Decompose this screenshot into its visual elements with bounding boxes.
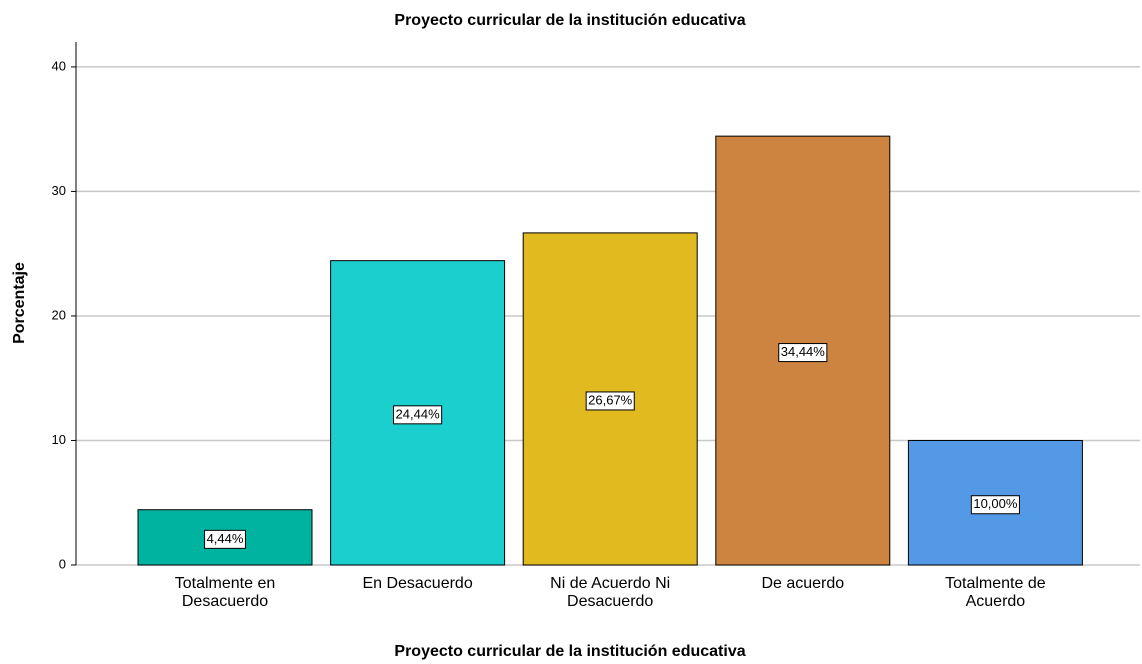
y-tick-label: 0 [59,556,66,571]
y-tick-label: 40 [52,58,66,73]
value-label-box [393,405,443,425]
value-label: 10,00% [973,496,1018,511]
value-label-box [778,343,828,363]
value-label-box [585,391,635,411]
value-label-box [204,529,246,549]
x-tick-label: Ni de Acuerdo Ni Desacuerdo [550,575,671,610]
value-label-box [970,495,1020,515]
x-tick-label: Totalmente de Acuerdo [945,575,1046,610]
x-tick-label: Totalmente en Desacuerdo [174,575,276,610]
y-tick-label: 30 [52,183,66,198]
chart-title: Proyecto curricular de la institución ed… [394,12,745,29]
value-label: 34,44% [781,344,826,359]
y-axis-label: Porcentaje [11,262,28,344]
value-label: 24,44% [396,406,441,421]
value-label: 26,67% [588,392,633,407]
y-tick-label: 10 [52,432,66,447]
x-tick-label: En Desacuerdo [362,575,473,592]
value-label: 4,44% [207,531,244,546]
x-axis-label: Proyecto curricular de la institución ed… [394,643,745,660]
y-tick-label: 20 [52,307,66,322]
x-tick-label: De acuerdo [761,575,845,592]
